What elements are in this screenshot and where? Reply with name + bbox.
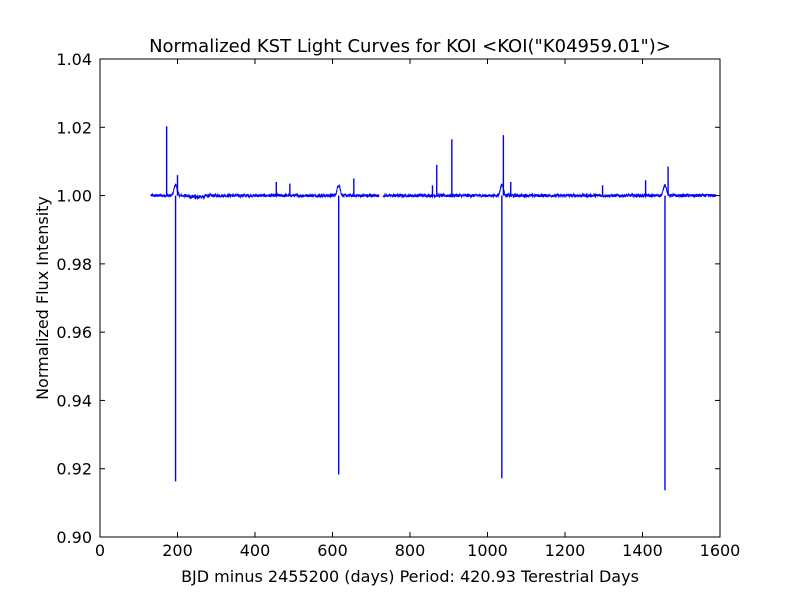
axis-ticks: 0 200 400 600 800 1000 1200 1400 1600 0.90 0.92 0.9… [56,50,740,560]
plot-area [150,126,717,491]
x-tick-label-600: 600 [317,541,348,560]
y-tick-label-3: 0.96 [56,323,92,342]
light-curve-segment-1 [150,183,380,201]
y-tick-label-6: 1.02 [56,118,92,137]
y-tick-label-7: 1.04 [56,50,92,69]
x-tick-label-800: 800 [395,541,426,560]
y-tick-label-5: 1.00 [56,187,92,206]
x-tick-label-1400: 1400 [622,541,663,560]
y-axis-label: Normalized Flux Intensity [33,196,52,400]
y-tick-label-0: 0.90 [56,528,92,547]
y-tick-label-2: 0.94 [56,391,92,410]
x-tick-label-200: 200 [162,541,193,560]
x-axis-label: BJD minus 2455200 (days) Period: 420.93 … [181,567,639,586]
light-curve-segment-2 [382,183,717,199]
x-tick-label-1600: 1600 [700,541,741,560]
y-tick-label-1: 0.92 [56,460,92,479]
chart-title: Normalized KST Light Curves for KOI <KOI… [149,36,671,57]
x-tick-label-1000: 1000 [467,541,508,560]
y-tick-label-4: 0.98 [56,255,92,274]
x-tick-label-1200: 1200 [545,541,586,560]
x-tick-label-0: 0 [95,541,105,560]
x-tick-label-400: 400 [240,541,271,560]
